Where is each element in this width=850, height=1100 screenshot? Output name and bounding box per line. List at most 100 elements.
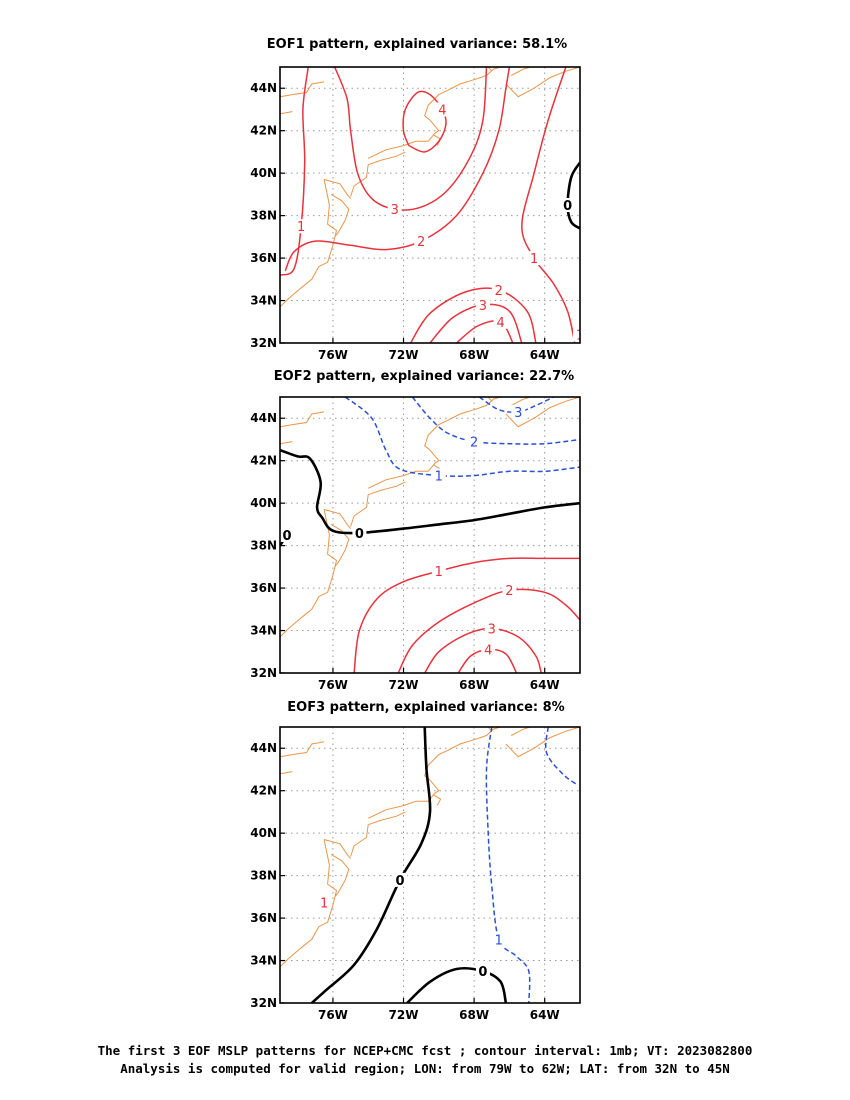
contour-line: [402, 90, 447, 153]
coastline-segment: [280, 411, 325, 428]
y-tick-label: 44N: [250, 411, 277, 425]
x-axis-ticks: 76W 72W 68W 64W: [318, 1008, 560, 1022]
y-tick-label: 40N: [250, 166, 277, 180]
contour-label: 0: [355, 527, 364, 542]
panel-eof3: EOF3 pattern, explained variance: 8% 0 0 1…: [250, 700, 581, 1022]
contour-line: [544, 727, 577, 785]
contour-label-bg: [352, 525, 367, 540]
contour-label: 2: [417, 235, 425, 250]
coastline-segment: [510, 397, 531, 406]
y-tick-label: 32N: [250, 996, 277, 1010]
x-tick-label: 64W: [530, 1008, 560, 1022]
contour-label-bg: [502, 583, 517, 598]
contour-label-bg: [393, 872, 407, 887]
y-tick-label: 40N: [250, 496, 277, 510]
contour-label: 0: [563, 199, 572, 214]
coastline-segment: [510, 67, 531, 76]
coastline-segment: [280, 839, 338, 968]
y-tick-label: 42N: [250, 124, 277, 138]
plot-frame: [279, 66, 581, 344]
x-tick-label: 68W: [459, 348, 489, 362]
contour-label: 1: [435, 470, 443, 485]
contour-label-bg: [414, 234, 429, 249]
contour-line: [353, 557, 580, 673]
panel-eof2: EOF2 pattern, explained variance: 22.7% …: [250, 369, 581, 692]
contour-label-bg: [560, 198, 575, 212]
contour-label: 0: [283, 529, 292, 544]
y-tick-label: 32N: [250, 336, 277, 350]
y-axis-ticks: 32N 34N 36N 38N 40N 42N 44N: [250, 741, 277, 1010]
plot-frame: [279, 726, 581, 1004]
contour-label-bg: [387, 202, 402, 217]
contour-line: [406, 967, 508, 1003]
contour-label: 3: [391, 203, 399, 218]
contour-label: 4: [438, 103, 446, 118]
contour-line: [397, 588, 580, 673]
y-axis-ticks: 32N 34N 36N 38N 40N 42N 44N: [250, 81, 277, 350]
contour-line: [411, 397, 580, 445]
x-tick-label: 76W: [318, 348, 348, 362]
contour-label: 1: [530, 252, 538, 267]
contour-label-bg: [493, 314, 508, 329]
x-axis-ticks: 76W 72W 68W 64W: [318, 348, 560, 362]
plot-frame: [279, 396, 581, 674]
coastline-segment: [330, 523, 350, 568]
y-tick-label: 34N: [250, 624, 277, 638]
coastline-segment: [505, 397, 580, 428]
panel-title: EOF1 pattern, explained variance: 58.1%: [267, 37, 567, 52]
contour-line: [280, 67, 309, 276]
coastline-segment: [433, 794, 442, 806]
contour-label: 0: [478, 965, 487, 980]
y-tick-label: 38N: [250, 869, 277, 883]
contour-label-bg: [431, 564, 446, 579]
contour-line: [280, 448, 580, 535]
contour-line: [485, 727, 531, 1003]
y-tick-label: 32N: [250, 666, 277, 680]
coastline-segment: [510, 727, 531, 736]
coastline-segment: [350, 811, 406, 857]
coastline-segment: [367, 67, 501, 159]
figure-caption-line2: Analysis is computed for valid region; L…: [120, 1061, 730, 1076]
y-tick-label: 44N: [250, 81, 277, 95]
contour-label-bg: [294, 219, 309, 234]
contour-label: 1: [435, 565, 443, 580]
x-tick-label: 72W: [389, 678, 419, 692]
contour-label: 3: [479, 299, 487, 314]
contour-annotation: 1: [320, 896, 328, 911]
contour-label-bg: [481, 642, 496, 657]
panel-title: EOF3 pattern, explained variance: 8%: [287, 700, 564, 715]
coastline-segment: [323, 509, 351, 529]
x-tick-label: 64W: [530, 348, 560, 362]
contour-line: [429, 303, 523, 343]
x-tick-label: 76W: [318, 1008, 348, 1022]
y-tick-label: 38N: [250, 209, 277, 223]
coastline-segment: [505, 727, 580, 758]
x-tick-label: 68W: [459, 678, 489, 692]
coastline-segment: [280, 771, 293, 775]
contour-label-bg: [435, 102, 450, 117]
y-tick-label: 42N: [250, 454, 277, 468]
coastline-segment: [280, 441, 293, 445]
contour-label: 1: [495, 933, 503, 948]
coastline-segment: [330, 193, 350, 238]
contour-lines: 0 0 1 1: [310, 727, 577, 1003]
y-tick-label: 36N: [250, 911, 277, 925]
y-tick-label: 44N: [250, 741, 277, 755]
coastline-segment: [367, 727, 501, 819]
y-tick-label: 42N: [250, 784, 277, 798]
coastline-segment: [323, 179, 351, 199]
x-tick-label: 64W: [530, 678, 560, 692]
contour-label-bg: [280, 528, 295, 542]
contour-label-bg: [484, 621, 499, 636]
coastline-segment: [280, 179, 338, 308]
contour-label-bg: [491, 282, 506, 297]
grid-lines: [280, 727, 580, 1004]
grid-lines: [280, 67, 580, 344]
coastline-segment: [505, 67, 580, 98]
contour-label-bg: [475, 964, 490, 979]
y-tick-label: 34N: [250, 954, 277, 968]
contour-label: 4: [484, 644, 492, 659]
contour-label: 3: [488, 622, 496, 637]
coastline: [280, 397, 580, 638]
